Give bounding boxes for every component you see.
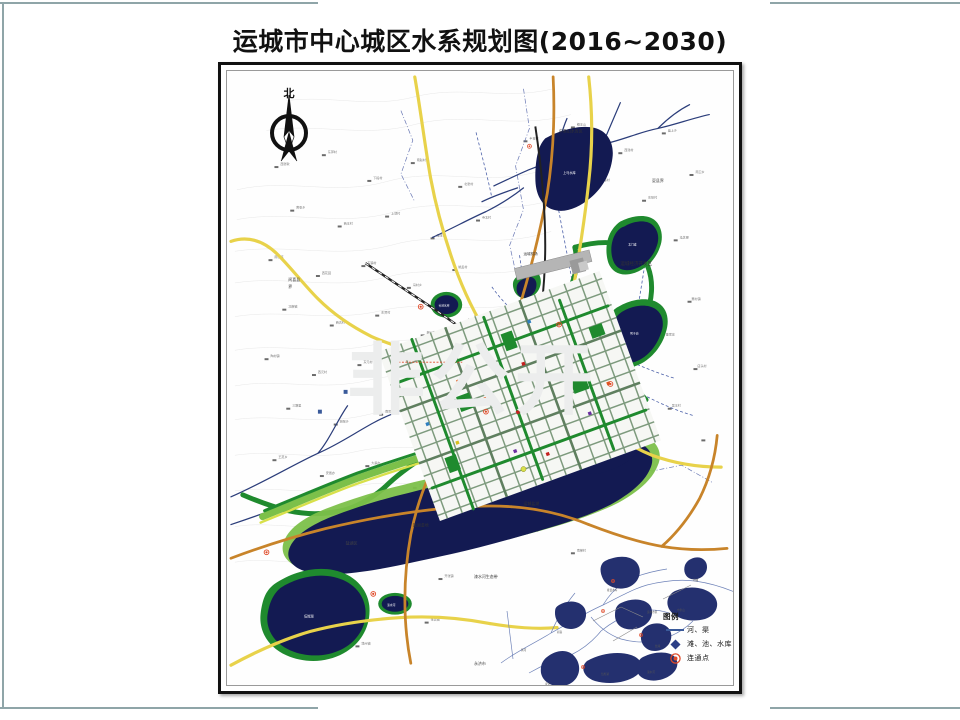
svg-text:半坡村: 半坡村 bbox=[529, 135, 538, 140]
svg-text:开张镇: 开张镇 bbox=[444, 573, 453, 578]
svg-text:王范乡: 王范乡 bbox=[278, 454, 287, 459]
legend-item-reservoir: 滩、池、水库 bbox=[663, 638, 733, 650]
svg-text:涑水河: 涑水河 bbox=[647, 670, 655, 674]
slide-rule-left bbox=[2, 2, 4, 709]
legend-label-river: 河、渠 bbox=[687, 626, 710, 634]
svg-text:运城机场: 运城机场 bbox=[523, 251, 538, 256]
svg-text:中心城区规划边界: 中心城区规划边界 bbox=[397, 356, 421, 361]
slide-rule-bottom-right bbox=[770, 707, 960, 709]
svg-text:东郭村: 东郭村 bbox=[328, 149, 337, 154]
legend-label-reservoir: 滩、池、水库 bbox=[687, 640, 732, 648]
river-line-icon bbox=[663, 625, 687, 635]
svg-text:寺北村: 寺北村 bbox=[482, 215, 491, 220]
svg-text:鸭子池: 鸭子池 bbox=[630, 331, 639, 335]
svg-text:南梯村: 南梯村 bbox=[577, 547, 586, 552]
svg-text:盐湖湿地: 盐湖湿地 bbox=[413, 523, 429, 528]
svg-text:北门滩: 北门滩 bbox=[628, 242, 637, 246]
legend-label-connection-point: 连通点 bbox=[687, 654, 710, 662]
svg-text:北张村: 北张村 bbox=[464, 181, 473, 186]
svg-text:西张耿: 西张耿 bbox=[280, 161, 289, 166]
svg-text:盐湖区: 盐湖区 bbox=[346, 540, 358, 545]
svg-text:夏县水库: 夏县水库 bbox=[607, 588, 618, 592]
svg-text:陶村镇: 陶村镇 bbox=[270, 353, 279, 358]
svg-text:垣曲: 垣曲 bbox=[693, 578, 699, 582]
svg-text:下段村: 下段村 bbox=[373, 175, 382, 180]
svg-text:北相镇: 北相镇 bbox=[288, 304, 297, 309]
svg-text:东元村: 东元村 bbox=[363, 359, 372, 364]
svg-text:南赵村: 南赵村 bbox=[417, 157, 426, 162]
reservoir-diamond-icon bbox=[663, 638, 687, 650]
svg-text:庙上乡: 庙上乡 bbox=[668, 127, 677, 132]
svg-text:上郭村: 上郭村 bbox=[391, 211, 400, 216]
svg-text:苦池水库: 苦池水库 bbox=[438, 304, 449, 308]
connection-point-icon bbox=[663, 652, 687, 664]
map-canvas[interactable]: 西张耿 东郭村 下段村 南赵村 北张村 曹张乡 西王村 上郭村 席张乡 寺北村 南山底 西花… bbox=[227, 71, 733, 685]
svg-text:西王村: 西王村 bbox=[344, 220, 353, 225]
svg-text:店头村: 店头村 bbox=[697, 363, 706, 368]
legend-item-river: 河、渠 bbox=[663, 625, 733, 635]
svg-text:大渠办: 大渠办 bbox=[371, 460, 380, 465]
svg-text:西古村: 西古村 bbox=[336, 320, 345, 325]
north-arrow-icon bbox=[270, 94, 308, 162]
svg-text:西建村: 西建村 bbox=[624, 147, 633, 152]
svg-text:冯村乡: 冯村乡 bbox=[413, 282, 422, 287]
svg-text:伍姓湖: 伍姓湖 bbox=[304, 614, 313, 619]
svg-text:西花园: 西花园 bbox=[322, 270, 331, 275]
svg-text:席张乡: 席张乡 bbox=[437, 232, 446, 237]
svg-text:闻喜: 闻喜 bbox=[557, 630, 563, 634]
north-label: 北 bbox=[283, 87, 295, 100]
svg-text:三路里: 三路里 bbox=[292, 403, 301, 408]
svg-text:界: 界 bbox=[288, 284, 292, 289]
page-title: 运城市中心城区水系规划图(2016~2030) bbox=[232, 27, 728, 56]
svg-text:樊村镇: 樊村镇 bbox=[691, 296, 700, 301]
svg-text:稷王山: 稷王山 bbox=[577, 121, 586, 126]
slide-rule-bottom-left bbox=[0, 707, 318, 709]
svg-text:永济: 永济 bbox=[545, 682, 551, 685]
legend: 图例 河、渠 滩、池、水库 bbox=[663, 611, 733, 667]
svg-text:南卫乡: 南卫乡 bbox=[695, 169, 704, 174]
svg-text:永济市: 永济市 bbox=[474, 661, 486, 666]
svg-text:姚孟村: 姚孟村 bbox=[458, 264, 467, 269]
svg-text:运城市区: 运城市区 bbox=[647, 610, 658, 614]
svg-text:中条山水库区: 中条山水库区 bbox=[559, 128, 583, 133]
svg-text:东镇村: 东镇村 bbox=[367, 260, 376, 265]
svg-text:盐湖: 盐湖 bbox=[655, 644, 661, 648]
svg-text:安邑办: 安邑办 bbox=[326, 470, 335, 475]
svg-text:涑水河生态带: 涑水河生态带 bbox=[474, 574, 498, 579]
svg-text:蒲州镇: 蒲州镇 bbox=[361, 640, 370, 645]
svg-text:吴王村: 吴王村 bbox=[672, 403, 681, 408]
svg-text:夏县界: 夏县界 bbox=[652, 178, 664, 183]
svg-text:黄河: 黄河 bbox=[521, 648, 527, 652]
svg-text:东贾村: 东贾村 bbox=[381, 310, 390, 315]
svg-text:南景村: 南景村 bbox=[385, 409, 394, 414]
svg-text:泓芝驿: 泓芝驿 bbox=[680, 234, 689, 239]
svg-text:闻喜县: 闻喜县 bbox=[288, 277, 300, 282]
map-inner-border bbox=[226, 70, 734, 686]
map-frame: 西张耿 东郭村 下段村 南赵村 北张村 曹张乡 西王村 上郭村 席张乡 寺北村 南山底 西花… bbox=[218, 62, 742, 694]
svg-text:运城盐湖: 运城盐湖 bbox=[523, 501, 539, 506]
svg-text:解州镇: 解州镇 bbox=[427, 329, 436, 334]
legend-title: 图例 bbox=[663, 612, 679, 621]
svg-text:西元村: 西元村 bbox=[318, 369, 327, 374]
legend-item-connection-point: 连通点 bbox=[663, 652, 733, 664]
svg-text:东张村: 东张村 bbox=[648, 195, 657, 200]
svg-text:运城经济开发区: 运城经济开发区 bbox=[620, 260, 652, 267]
svg-text:中条山: 中条山 bbox=[677, 608, 685, 612]
slide-rule-top-right bbox=[770, 2, 960, 4]
slide-rule-top-left bbox=[0, 2, 318, 4]
svg-text:伍姓湖: 伍姓湖 bbox=[601, 672, 609, 676]
svg-text:上马水库: 上马水库 bbox=[563, 170, 576, 175]
svg-text:张营镇: 张营镇 bbox=[431, 617, 440, 622]
svg-text:董家庄: 董家庄 bbox=[666, 331, 675, 336]
svg-text:胡张乡: 胡张乡 bbox=[340, 419, 349, 424]
svg-text:涑水河: 涑水河 bbox=[387, 603, 396, 607]
svg-text:曹张乡: 曹张乡 bbox=[296, 205, 305, 210]
